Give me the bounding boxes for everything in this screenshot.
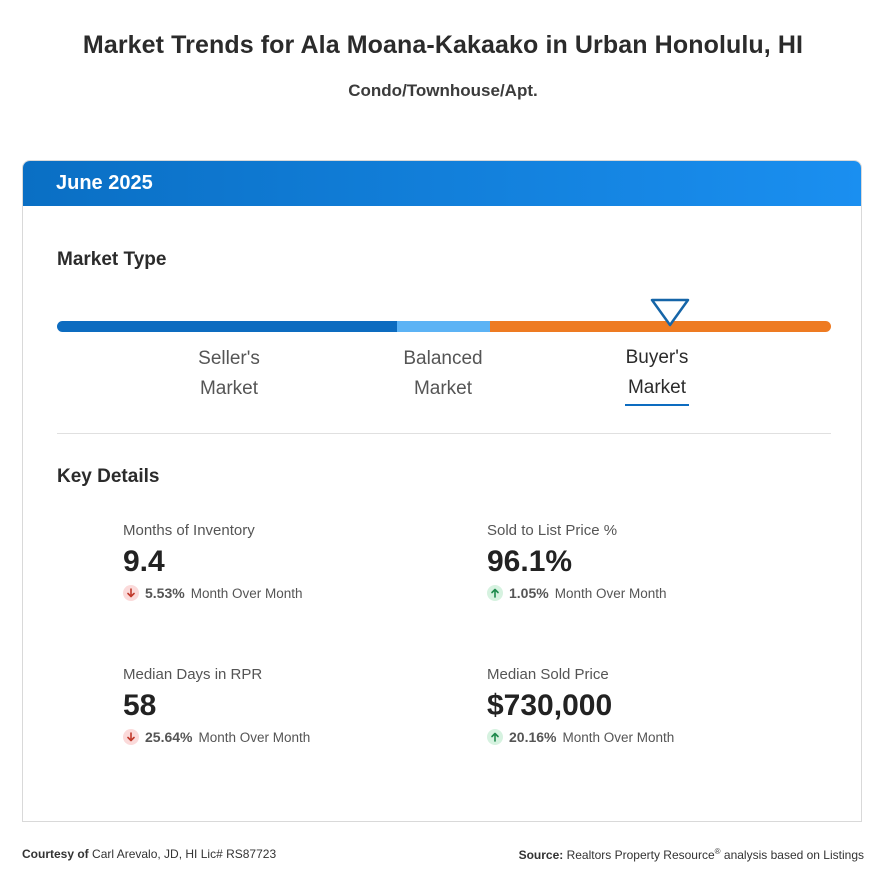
market-type-bar [57, 321, 831, 332]
stat-value: 96.1% [487, 545, 573, 578]
buyer-market-label: Buyer's Market [625, 347, 689, 398]
arrow-up-icon [487, 585, 503, 601]
stat-label: Months of Inventory [123, 522, 255, 539]
registered-mark: ® [714, 847, 721, 856]
change-period: Month Over Month [198, 729, 311, 745]
market-type-heading: Market Type [57, 249, 167, 270]
stat-change: 25.64% Month Over Month [123, 729, 310, 745]
page-title: Market Trends for Ala Moana-Kakaako in U… [82, 31, 804, 59]
stat-change: 1.05% Month Over Month [487, 585, 667, 601]
change-percent: 5.53% [145, 585, 185, 601]
source-text-before: Realtors Property Resource [566, 848, 715, 862]
card-header: June 2025 [23, 161, 861, 206]
change-percent: 20.16% [509, 729, 557, 745]
change-period: Month Over Month [562, 729, 675, 745]
stat-label: Sold to List Price % [487, 522, 618, 539]
stat-sold-to-list-price: Sold to List Price % 96.1% 1.05% Month O… [487, 522, 667, 601]
change-percent: 1.05% [509, 585, 549, 601]
key-details-heading: Key Details [57, 466, 160, 487]
courtesy-text: Carl Arevalo, JD, HI Lic# RS87723 [92, 847, 277, 861]
arrow-down-icon [123, 585, 139, 601]
courtesy-label: Courtesy of [22, 847, 89, 861]
source-label: Source: [518, 848, 564, 862]
balanced-market-segment [397, 321, 490, 332]
period-label: June 2025 [56, 172, 153, 194]
footer-source: Source: Realtors Property Resource® anal… [519, 847, 864, 862]
change-period: Month Over Month [190, 585, 303, 601]
seller-market-label: Seller's Market [198, 348, 260, 399]
buyer-market-segment [490, 321, 831, 332]
footer-courtesy: Courtesy of Carl Arevalo, JD, HI Lic# RS… [22, 847, 276, 861]
change-period: Month Over Month [554, 585, 667, 601]
stat-label: Median Days in RPR [123, 666, 263, 683]
arrow-up-icon [487, 729, 503, 745]
property-type-subtitle: Condo/Townhouse/Apt. [348, 81, 538, 100]
section-divider [57, 433, 831, 434]
stat-median-days-in-rpr: Median Days in RPR 58 25.64% Month Over … [123, 666, 310, 745]
market-trends-card: June 2025 Market Type Seller's Market Ba… [22, 160, 862, 822]
arrow-down-icon [123, 729, 139, 745]
source-text-after: analysis based on Listings [723, 848, 864, 862]
market-indicator-icon [650, 298, 690, 327]
balanced-market-label: Balanced Market [403, 348, 483, 399]
stat-label: Median Sold Price [487, 666, 609, 683]
stat-median-sold-price: Median Sold Price $730,000 20.16% Month … [487, 666, 674, 745]
stat-value: 9.4 [123, 545, 165, 578]
stat-value: 58 [123, 689, 157, 722]
stat-change: 5.53% Month Over Month [123, 585, 303, 601]
selected-market-underline [625, 404, 689, 406]
change-percent: 25.64% [145, 729, 193, 745]
stat-months-of-inventory: Months of Inventory 9.4 5.53% Month Over… [123, 522, 303, 601]
stat-change: 20.16% Month Over Month [487, 729, 674, 745]
seller-market-segment [57, 321, 397, 332]
stat-value: $730,000 [487, 689, 613, 722]
